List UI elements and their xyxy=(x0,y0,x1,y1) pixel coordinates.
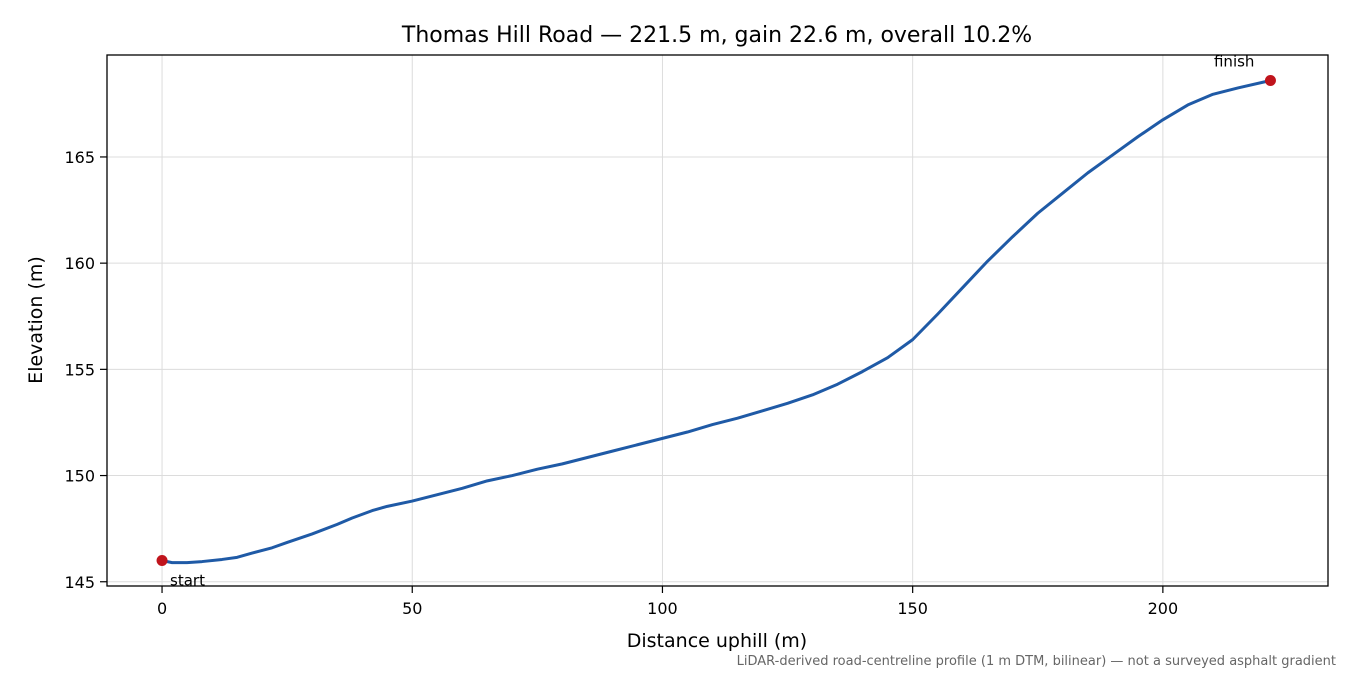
y-tick-label-1: 150 xyxy=(64,467,95,486)
grid-lines xyxy=(107,55,1328,586)
x-axis-ticks: 0 50 100 150 200 xyxy=(157,586,1178,618)
start-label: start xyxy=(170,572,205,590)
y-tick-label-0: 145 xyxy=(64,573,95,592)
start-finish-markers: start finish xyxy=(156,52,1276,590)
y-tick-label-2: 155 xyxy=(64,360,95,379)
x-tick-label-1: 50 xyxy=(402,599,422,618)
elevation-line xyxy=(160,78,1272,565)
footnote: LiDAR-derived road-centreline profile (1… xyxy=(737,654,1336,669)
y-tick-label-3: 160 xyxy=(64,254,95,273)
plot-frame xyxy=(106,54,1329,587)
y-tick-label-4: 165 xyxy=(64,148,95,167)
x-tick-label-3: 150 xyxy=(897,599,928,618)
x-tick-label-4: 200 xyxy=(1148,599,1179,618)
chart-title: Thomas Hill Road — 221.5 m, gain 22.6 m,… xyxy=(401,23,1032,48)
x-tick-label-2: 100 xyxy=(647,599,678,618)
finish-marker xyxy=(1264,74,1276,86)
start-marker xyxy=(156,555,168,567)
x-tick-label-0: 0 xyxy=(157,599,167,618)
y-axis-label: Elevation (m) xyxy=(25,256,47,384)
finish-label: finish xyxy=(1214,52,1254,70)
y-axis-ticks: 145 150 155 160 165 xyxy=(64,148,107,592)
x-axis-label: Distance uphill (m) xyxy=(627,630,807,652)
